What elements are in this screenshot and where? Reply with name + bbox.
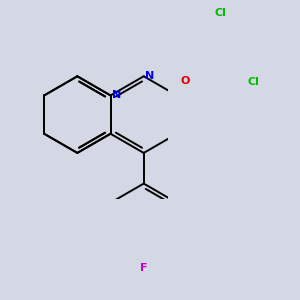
- Text: F: F: [140, 263, 148, 273]
- Text: Cl: Cl: [248, 77, 259, 87]
- Text: O: O: [180, 76, 190, 86]
- Text: Cl: Cl: [214, 8, 226, 18]
- Text: N: N: [145, 71, 154, 81]
- Text: N: N: [112, 90, 121, 100]
